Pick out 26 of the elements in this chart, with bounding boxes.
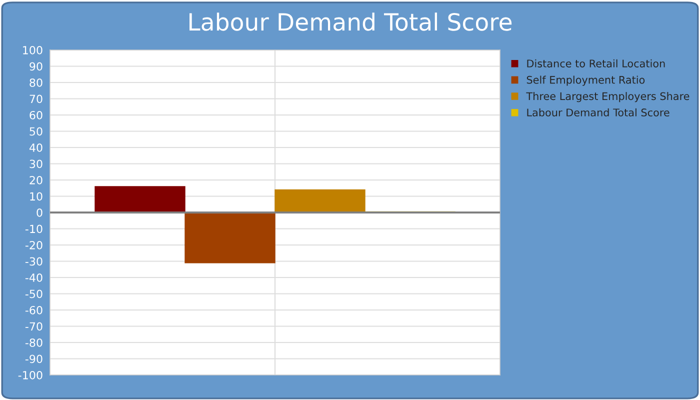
legend-label: Three Largest Employers Share [526, 92, 690, 102]
y-tick-label: -50 [25, 290, 42, 298]
y-tick-label: -70 [25, 322, 42, 331]
y-tick-label: -100 [18, 370, 42, 380]
y-tick-label: -60 [25, 306, 42, 314]
y-tick-label: -20 [25, 240, 42, 250]
legend-label: Labour Demand Total Score [527, 108, 670, 116]
y-tick-label: -30 [25, 257, 42, 266]
y-tick-label: 100 [23, 46, 42, 54]
y-tick-label: 80 [30, 78, 42, 87]
y-tick-label: -10 [25, 224, 42, 234]
y-tick-label: 60 [30, 110, 42, 120]
y-tick-label: -90 [25, 354, 42, 364]
legend-label: Distance to Retail Location [527, 59, 665, 68]
y-tick-label: 90 [30, 62, 42, 71]
chart-title: Labour Demand Total Score [190, 12, 512, 31]
y-tick-label: 70 [30, 94, 42, 104]
y-tick-label: 20 [30, 176, 42, 184]
y-tick-label: 40 [29, 143, 42, 152]
y-tick-label: 50 [30, 127, 42, 136]
y-tick-label: -80 [25, 338, 42, 347]
y-tick-label: -40 [25, 273, 42, 282]
y-tick-label: 10 [30, 192, 42, 201]
y-tick-label: 0 [36, 208, 42, 217]
y-tick-label: 30 [30, 160, 42, 168]
legend-label: Self Employment Ratio [526, 76, 645, 86]
